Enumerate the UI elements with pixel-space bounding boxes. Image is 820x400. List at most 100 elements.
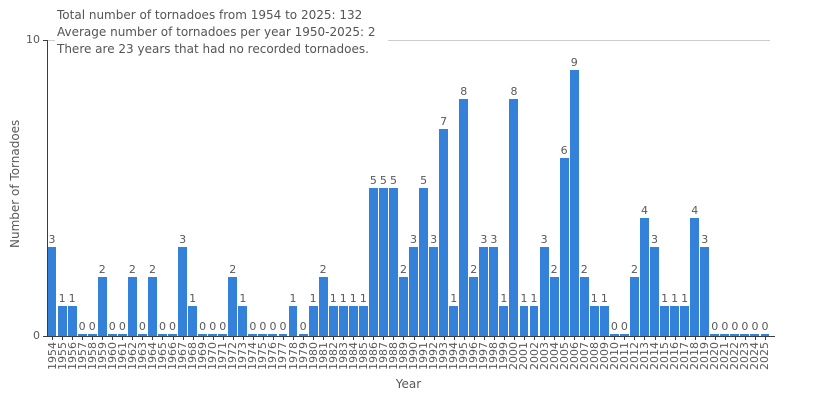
value-label-1964: 2 (148, 262, 156, 276)
value-label-1963: 0 (138, 320, 146, 333)
value-label-1962: 2 (128, 262, 136, 276)
value-label-1965: 0 (158, 320, 166, 333)
x-tick-2024 (754, 337, 756, 340)
x-tick-1965 (162, 337, 164, 340)
value-label-1988: 5 (389, 174, 397, 187)
bar-1984 (348, 306, 358, 336)
value-label-2023: 0 (741, 320, 749, 333)
x-tick-1982 (333, 337, 335, 340)
value-label-2004: 2 (550, 262, 558, 276)
bar-1958 (87, 334, 97, 336)
x-tick-1964 (152, 337, 154, 340)
bar-2019 (700, 247, 710, 336)
x-tick-1958 (92, 337, 94, 340)
x-tick-2015 (664, 337, 666, 340)
value-label-1973: 1 (239, 292, 247, 306)
chart-annotation: Total number of tornadoes from 1954 to 2… (55, 5, 388, 60)
x-tick-1968 (192, 337, 194, 340)
value-label-1984: 1 (349, 292, 357, 306)
x-tick-2022 (734, 337, 736, 340)
bar-1954 (47, 247, 57, 336)
x-tick-1955 (62, 337, 64, 340)
bar-1988 (388, 188, 398, 336)
x-tick-1995 (463, 337, 465, 340)
x-tick-1957 (82, 337, 84, 340)
value-label-2008: 1 (590, 292, 598, 306)
x-tick-1990 (413, 337, 415, 340)
x-tick-2011 (624, 337, 626, 340)
value-label-2003: 3 (540, 233, 548, 247)
x-tick-1992 (433, 337, 435, 340)
value-label-2016: 1 (671, 292, 679, 306)
value-label-1969: 0 (199, 320, 207, 333)
x-tick-2007 (584, 337, 586, 340)
value-label-1968: 1 (189, 292, 197, 306)
bar-1999 (499, 306, 509, 336)
value-label-1972: 2 (229, 262, 237, 276)
value-label-1975: 0 (259, 320, 267, 333)
value-label-1954: 3 (48, 233, 56, 247)
value-label-1970: 0 (209, 320, 217, 333)
bar-2009 (599, 306, 609, 336)
x-tick-2002 (534, 337, 536, 340)
bar-1964 (147, 276, 157, 336)
x-tick-2019 (704, 337, 706, 340)
x-tick-1972 (232, 337, 234, 340)
bar-1989 (399, 276, 408, 336)
value-label-1980: 1 (309, 292, 317, 306)
value-label-1985: 1 (359, 292, 367, 306)
x-tick-1985 (363, 337, 365, 340)
value-label-1989: 2 (399, 262, 407, 276)
x-tick-1998 (493, 337, 495, 340)
value-label-1999: 1 (500, 292, 508, 306)
x-tick-2012 (634, 337, 636, 340)
bar-1973 (238, 306, 248, 336)
bar-1969 (198, 334, 208, 336)
value-label-1955: 1 (58, 292, 66, 306)
bar-1987 (378, 188, 388, 336)
x-tick-1969 (202, 337, 204, 340)
bar-1992 (429, 247, 439, 336)
value-label-2005: 6 (560, 144, 568, 158)
annotation-line-3: There are 23 years that had no recorded … (57, 42, 369, 56)
x-tick-2023 (744, 337, 746, 340)
x-tick-2016 (674, 337, 676, 340)
bar-2015 (660, 306, 670, 336)
x-tick-2014 (654, 337, 656, 340)
bar-2006 (569, 69, 579, 336)
bar-2017 (680, 306, 690, 336)
bar-1976 (268, 334, 278, 336)
value-label-1992: 3 (430, 233, 438, 247)
bar-2023 (740, 334, 750, 336)
value-label-1990: 3 (410, 233, 418, 247)
x-tick-1959 (102, 337, 104, 340)
value-label-1959: 2 (98, 262, 106, 276)
value-label-2012: 2 (630, 262, 638, 276)
x-tick-1984 (353, 337, 355, 340)
x-tick-1961 (122, 337, 124, 340)
value-label-1974: 0 (249, 320, 257, 333)
x-axis-spine (47, 336, 775, 337)
bar-1966 (168, 334, 177, 336)
x-tick-1967 (182, 337, 184, 340)
bar-2012 (629, 276, 639, 336)
x-tick-2001 (523, 337, 525, 340)
bar-2002 (529, 306, 539, 336)
bar-2022 (730, 334, 740, 336)
bar-1955 (57, 306, 67, 336)
value-label-1978: 1 (289, 292, 297, 306)
x-tick-2013 (644, 337, 646, 340)
value-label-1981: 2 (319, 262, 327, 276)
value-label-1960: 0 (108, 320, 116, 333)
value-label-2015: 1 (661, 292, 669, 306)
bar-1978 (288, 306, 298, 336)
value-label-2007: 2 (580, 262, 588, 276)
bar-1995 (459, 99, 469, 336)
bar-1991 (419, 188, 429, 336)
x-tick-1994 (453, 337, 455, 340)
value-label-2006: 9 (570, 55, 578, 69)
bar-2025 (760, 334, 770, 336)
annotation-line-1: Total number of tornadoes from 1954 to 2… (57, 8, 363, 22)
value-label-1983: 1 (339, 292, 347, 306)
